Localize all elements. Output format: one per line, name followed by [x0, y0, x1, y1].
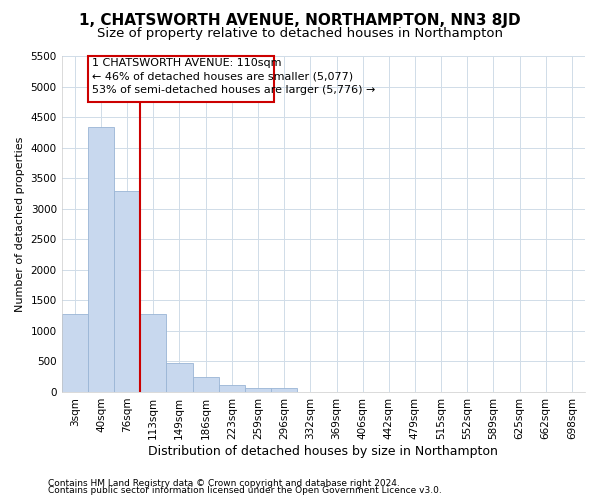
Text: Contains public sector information licensed under the Open Government Licence v3: Contains public sector information licen…	[48, 486, 442, 495]
Bar	[193, 378, 219, 392]
Bar	[245, 388, 271, 392]
Text: Size of property relative to detached houses in Northampton: Size of property relative to detached ho…	[97, 28, 503, 40]
Text: 1 CHATSWORTH AVENUE: 110sqm
← 46% of detached houses are smaller (5,077)
53% of : 1 CHATSWORTH AVENUE: 110sqm ← 46% of det…	[92, 58, 375, 94]
Bar	[88, 126, 114, 392]
Bar	[140, 314, 166, 392]
FancyBboxPatch shape	[88, 56, 274, 102]
Text: Contains HM Land Registry data © Crown copyright and database right 2024.: Contains HM Land Registry data © Crown c…	[48, 478, 400, 488]
Y-axis label: Number of detached properties: Number of detached properties	[15, 136, 25, 312]
Bar	[62, 314, 88, 392]
Bar	[271, 388, 297, 392]
Text: 1, CHATSWORTH AVENUE, NORTHAMPTON, NN3 8JD: 1, CHATSWORTH AVENUE, NORTHAMPTON, NN3 8…	[79, 12, 521, 28]
Bar	[114, 190, 140, 392]
Bar	[166, 362, 193, 392]
X-axis label: Distribution of detached houses by size in Northampton: Distribution of detached houses by size …	[148, 444, 498, 458]
Bar	[219, 385, 245, 392]
